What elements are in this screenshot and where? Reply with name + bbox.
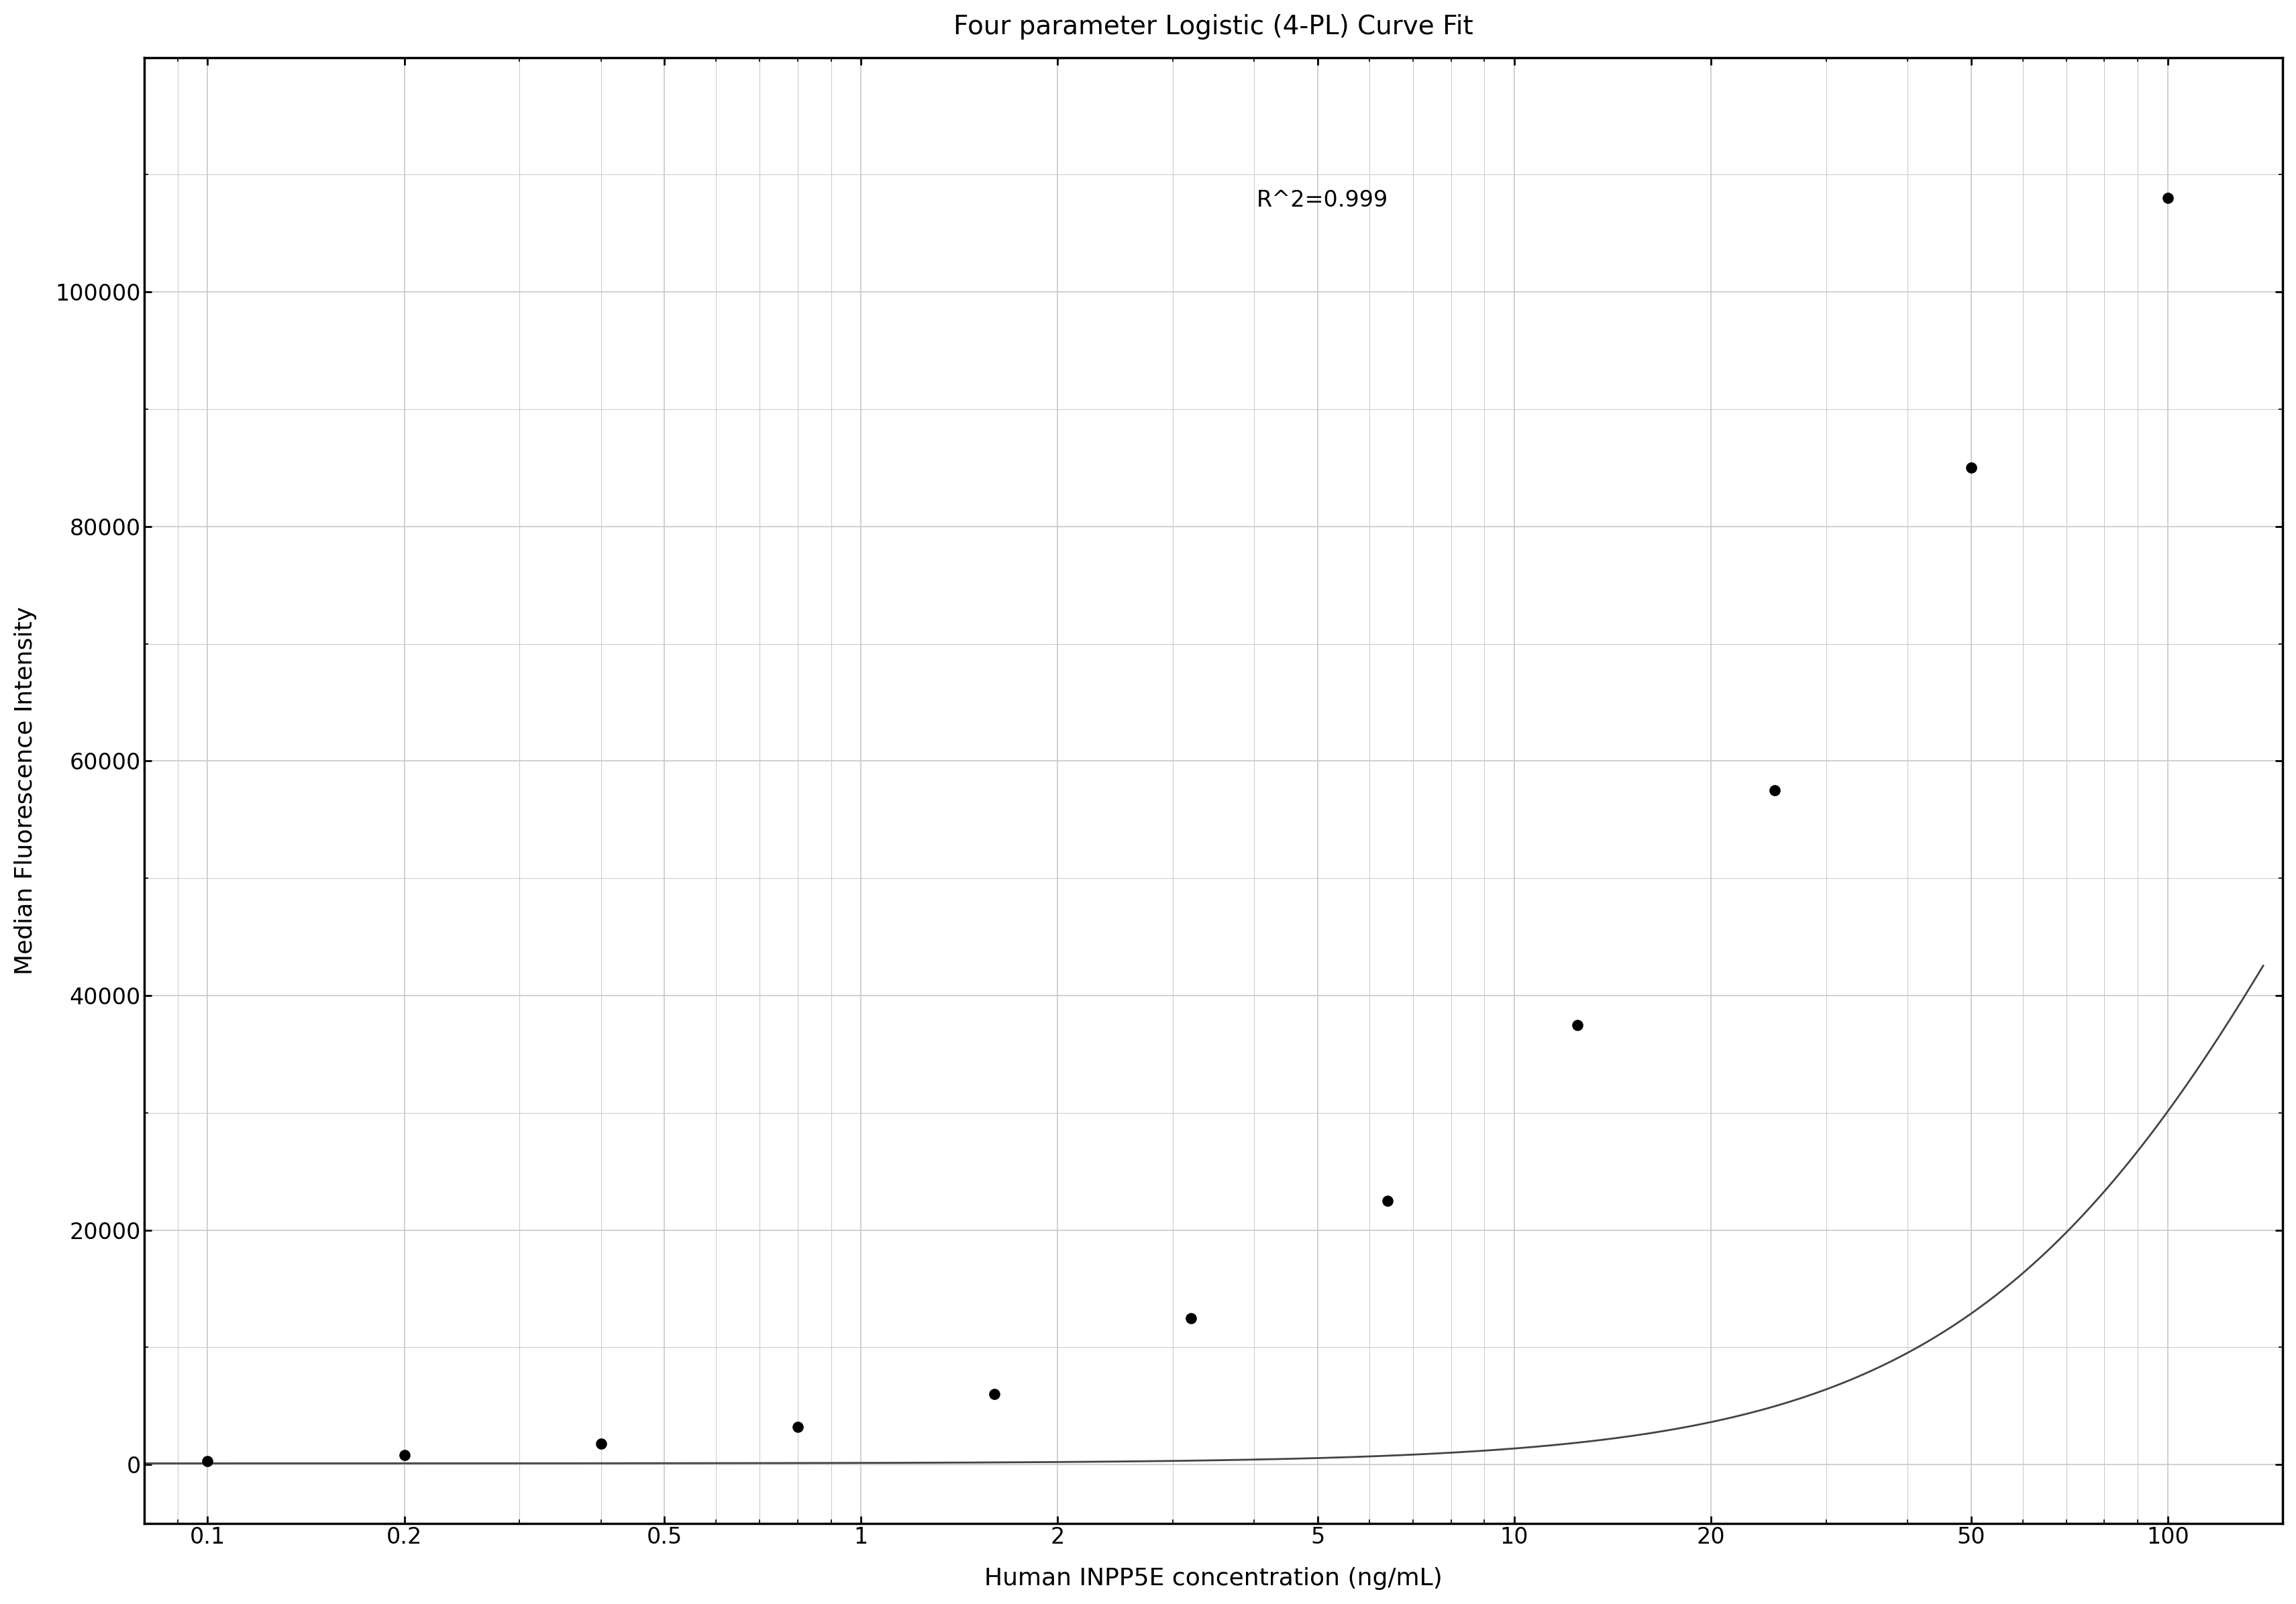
Point <box>386 1442 422 1468</box>
Title: Four parameter Logistic (4-PL) Curve Fit: Four parameter Logistic (4-PL) Curve Fit <box>953 14 1474 40</box>
Y-axis label: Median Fluorescence Intensity: Median Fluorescence Intensity <box>14 606 37 975</box>
Point <box>1173 1306 1210 1331</box>
Point <box>976 1381 1013 1407</box>
Text: R^2=0.999: R^2=0.999 <box>1256 189 1387 212</box>
Point <box>1368 1189 1405 1214</box>
Point <box>1559 1012 1596 1038</box>
Point <box>1756 778 1793 804</box>
Point <box>2149 186 2186 212</box>
Point <box>188 1448 225 1474</box>
X-axis label: Human INPP5E concentration (ng/mL): Human INPP5E concentration (ng/mL) <box>985 1567 1442 1590</box>
Point <box>583 1431 620 1456</box>
Point <box>1952 456 1988 481</box>
Point <box>778 1415 815 1440</box>
